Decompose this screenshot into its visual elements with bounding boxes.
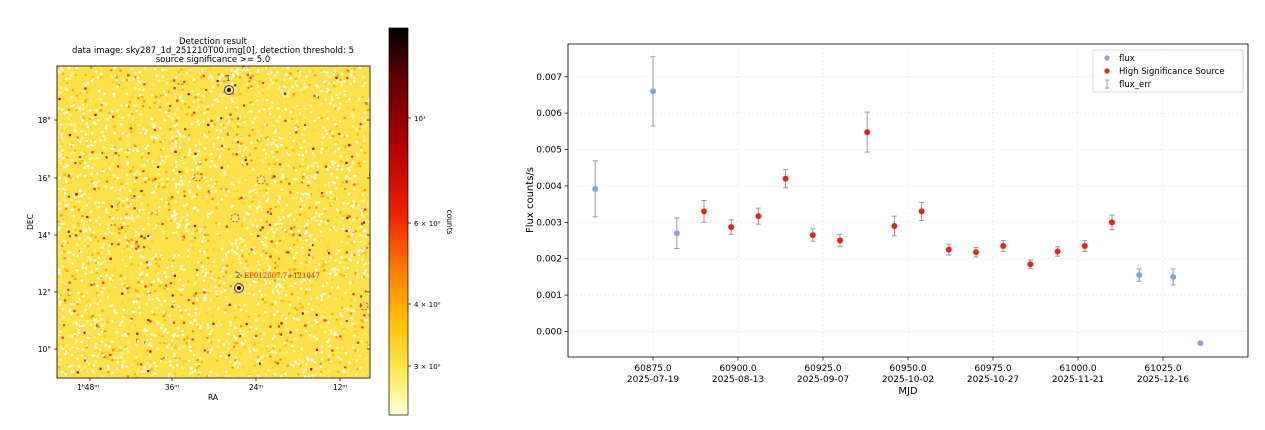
- high-significance-source-point: [701, 208, 707, 215]
- x-tick-label: 60875.0: [634, 364, 671, 374]
- x-tick-label: 61025.0: [1144, 364, 1181, 374]
- colorbar-tick-6: 6 × 10⁰: [414, 220, 441, 228]
- candidate-circle-d: [359, 301, 369, 311]
- sky-x-label: RA: [208, 393, 219, 402]
- x-tick-date: 2025-11-21: [1052, 375, 1104, 385]
- x-tick-date: 2025-10-02: [882, 375, 934, 385]
- y-tick-label: 0.000: [536, 328, 562, 338]
- x-tick-label: 60900.0: [719, 364, 756, 374]
- sky-x-tick-24m: 24ᵐ: [249, 383, 264, 392]
- sky-x-tick-12m: 12ᵐ: [333, 383, 348, 392]
- candidate-circle-b: [256, 175, 266, 185]
- x-tick-label: 60925.0: [804, 364, 841, 374]
- flux-point: [1170, 273, 1177, 280]
- x-tick-label: 61000.0: [1059, 364, 1096, 374]
- sky-image-noise: [57, 66, 370, 378]
- detection-panel: Detection result data image: sky287_1d_2…: [26, 27, 454, 416]
- y-tick-label: 0.002: [536, 255, 562, 265]
- high-significance-source-point: [809, 232, 816, 239]
- legend-box: [1092, 49, 1244, 93]
- legend-flux-marker: [1104, 55, 1110, 61]
- y-tick-label: 0.003: [536, 218, 562, 228]
- high-significance-source-point: [973, 249, 979, 256]
- flux-point: [1197, 340, 1204, 347]
- sky-right-ticks: [367, 119, 370, 350]
- high-significance-source-point: [1081, 242, 1088, 249]
- high-significance-source-point: [728, 224, 735, 231]
- colorbar-tick-10: 10¹: [414, 115, 426, 123]
- y-tick-label: 0.001: [536, 291, 562, 301]
- sky-image-frame: [56, 65, 371, 379]
- sky-y-axis: 18° 16° 14° 12° 10° DEC: [26, 116, 57, 354]
- x-tick-date: 2025-10-27: [967, 375, 1019, 385]
- lightcurve-grid: [568, 44, 1248, 357]
- source-1-label: 1: [226, 74, 231, 83]
- high-significance-source-point: [1109, 219, 1115, 226]
- x-tick-date: 2025-07-19: [627, 375, 680, 385]
- colorbar-label: counts: [445, 209, 454, 234]
- sky-y-tick-18: 18°: [38, 116, 52, 125]
- flux-point: [650, 88, 656, 95]
- detection-title-line3: source significance >= 5.0: [156, 55, 271, 65]
- colorbar-tick-4: 4 × 10⁰: [414, 301, 441, 309]
- high-significance-source-point: [945, 246, 952, 253]
- colorbar-gradient: [388, 27, 409, 416]
- flux-point: [673, 230, 680, 237]
- sky-y-tick-10: 10°: [38, 345, 52, 354]
- high-significance-source-point: [1054, 248, 1061, 255]
- y-tick-label: 0.005: [536, 146, 562, 156]
- detection-title-line2: data image: sky287_1d_251210T00.img[0], …: [72, 46, 354, 56]
- high-significance-source-point: [837, 237, 843, 244]
- sky-x-tick-1h48m: 1ʰ48ᵐ: [77, 383, 99, 392]
- legend-flux-label: flux: [1119, 54, 1135, 64]
- sky-y-tick-14: 14°: [38, 231, 52, 240]
- source-2-label: 2: [236, 271, 241, 280]
- y-tick-label: 0.006: [536, 109, 562, 119]
- colorbar-tick-3: 3 × 10⁰: [414, 363, 441, 371]
- legend-flux-err-label: flux_err: [1119, 80, 1152, 90]
- source-2-dot: [237, 286, 241, 290]
- flux-point: [592, 185, 599, 192]
- source-2-name: EP012607.7+121047: [244, 272, 320, 280]
- x-tick-label: 60950.0: [889, 364, 926, 374]
- y-tick-label: 0.004: [536, 182, 562, 192]
- source-2-circle: [234, 283, 244, 293]
- sky-x-axis: 1ʰ48ᵐ 36ᵐ 24ᵐ 12ᵐ RA: [77, 378, 347, 402]
- x-tick-date: 2025-08-13: [712, 375, 764, 385]
- x-tick-label: 60975.0: [974, 364, 1011, 374]
- legend-high-significance-marker: [1104, 68, 1110, 74]
- lightcurve-ylabel: Flux counts/s: [525, 167, 536, 233]
- candidate-circle-c: [230, 213, 240, 223]
- high-significance-source-point: [864, 129, 871, 136]
- high-significance-source-point: [755, 213, 762, 220]
- sky-y-tick-16: 16°: [38, 174, 52, 183]
- high-significance-source-point: [1027, 261, 1034, 268]
- high-significance-source-point: [1000, 242, 1007, 249]
- lightcurve-xlabel: MJD: [898, 386, 918, 397]
- source-1-circle: [224, 85, 234, 95]
- x-tick-date: 2025-09-07: [797, 375, 849, 385]
- high-significance-source-point: [918, 208, 925, 215]
- source-1-dot: [227, 88, 231, 92]
- lightcurve-points: [592, 56, 1204, 347]
- high-significance-source-point: [891, 222, 898, 229]
- detection-title-line1: Detection result: [179, 37, 248, 47]
- flux-point: [1136, 272, 1143, 279]
- high-significance-source-point: [782, 175, 789, 182]
- lightcurve-legend: flux High Significance Source flux_err: [1092, 49, 1244, 93]
- colorbar: 10¹ 6 × 10⁰ 4 × 10⁰ 3 × 10⁰ counts: [388, 27, 454, 416]
- legend-high-significance-label: High Significance Source: [1119, 67, 1225, 77]
- source-markers: 1 2 EP012607.7+121047: [193, 74, 369, 311]
- candidate-circle-a: [193, 172, 203, 182]
- sky-x-tick-36m: 36ᵐ: [165, 383, 180, 392]
- x-tick-date: 2025-12-16: [1137, 375, 1190, 385]
- y-tick-label: 0.007: [536, 73, 562, 83]
- sky-y-tick-12: 12°: [38, 288, 52, 297]
- sky-y-label: DEC: [26, 214, 35, 230]
